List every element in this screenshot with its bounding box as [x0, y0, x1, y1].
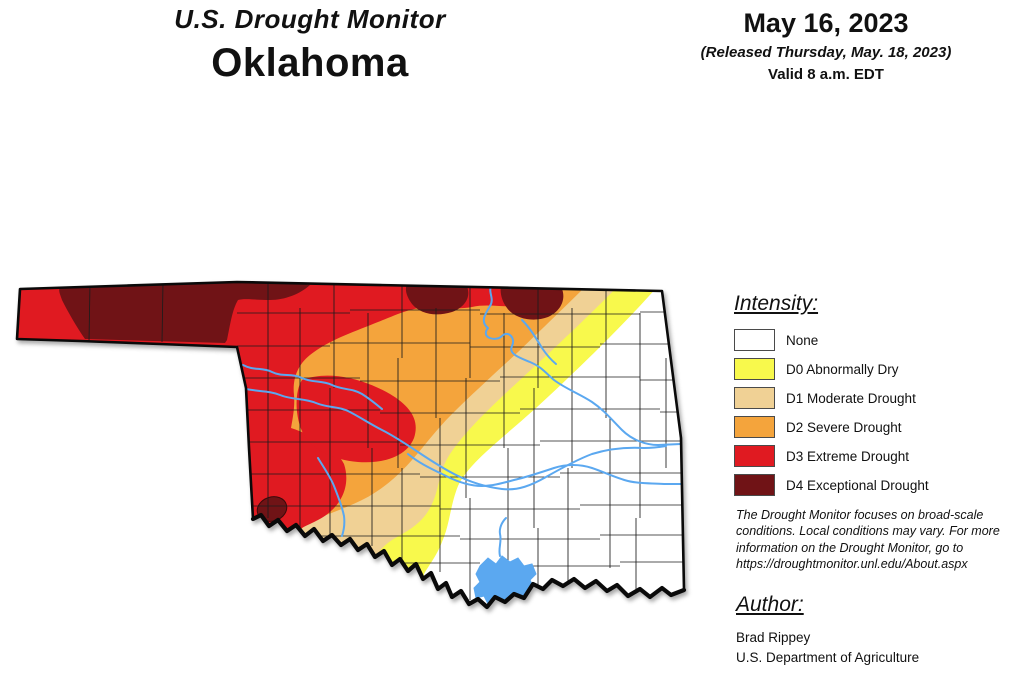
- legend-item-d0: D0 Abnormally Dry: [734, 358, 1016, 380]
- drought-map: [0, 268, 720, 632]
- legend-label-d0: D0 Abnormally Dry: [786, 361, 899, 377]
- legend-label-d2: D2 Severe Drought: [786, 419, 902, 435]
- map-layer-d4-north-blob-1: [405, 282, 469, 315]
- legend-swatch-d2: [734, 416, 775, 438]
- author-name: Brad Rippey: [736, 630, 811, 645]
- oklahoma-map-svg: [15, 280, 687, 610]
- river-washita: [498, 517, 507, 557]
- state-title: Oklahoma: [211, 41, 409, 85]
- rivers: [241, 283, 684, 557]
- legend-heading: Intensity:: [734, 292, 819, 315]
- legend-label-d3: D3 Extreme Drought: [786, 448, 910, 464]
- river-arkansas: [482, 283, 682, 446]
- author-block: Author: Brad Rippey U.S. Department of A…: [736, 593, 1010, 668]
- legend-item-d1: D1 Moderate Drought: [734, 387, 1016, 409]
- author-org: U.S. Department of Agriculture: [736, 650, 920, 665]
- legend-item-d3: D3 Extreme Drought: [734, 445, 1016, 467]
- disclaimer-text: The Drought Monitor focuses on broad-sca…: [736, 508, 1000, 572]
- legend-label-d1: D1 Moderate Drought: [786, 390, 916, 406]
- map-layer-d4-panhandle: [59, 282, 310, 343]
- date-block: May 16, 2023 (Released Thursday, May. 18…: [676, 8, 976, 83]
- river-north-fork-red: [317, 457, 346, 537]
- legend-label-none: None: [786, 332, 819, 348]
- legend-item-d4: D4 Exceptional Drought: [734, 474, 1016, 496]
- legend: Intensity: None D0 Abnormally Dry D1 Mod…: [734, 292, 1016, 503]
- county-boundaries: [88, 282, 684, 600]
- valid-time: Valid 8 a.m. EDT: [768, 66, 884, 83]
- map-layer-d4-north-blob-2: [500, 282, 564, 320]
- release-date: (Released Thursday, May. 18, 2023): [700, 44, 952, 61]
- red-river-border: [250, 512, 687, 610]
- legend-swatch-d0: [734, 358, 775, 380]
- legend-swatch-d1: [734, 387, 775, 409]
- legend-swatch-none: [734, 329, 775, 351]
- legend-swatch-d3: [734, 445, 775, 467]
- legend-item-none: None: [734, 329, 1016, 351]
- river-southeast: [407, 453, 684, 487]
- map-date: May 16, 2023: [743, 8, 909, 38]
- river-tributary: [521, 319, 557, 365]
- legend-label-d4: D4 Exceptional Drought: [786, 477, 929, 493]
- map-layer-d3-tongue: [296, 375, 416, 463]
- legend-item-d2: D2 Severe Drought: [734, 416, 1016, 438]
- legend-swatch-d4: [734, 474, 775, 496]
- report-title: U.S. Drought Monitor: [174, 4, 446, 34]
- title-block: U.S. Drought Monitor Oklahoma: [120, 4, 500, 86]
- river-canadian: [241, 387, 667, 491]
- author-heading: Author:: [736, 593, 804, 616]
- river-north-canadian: [242, 364, 383, 410]
